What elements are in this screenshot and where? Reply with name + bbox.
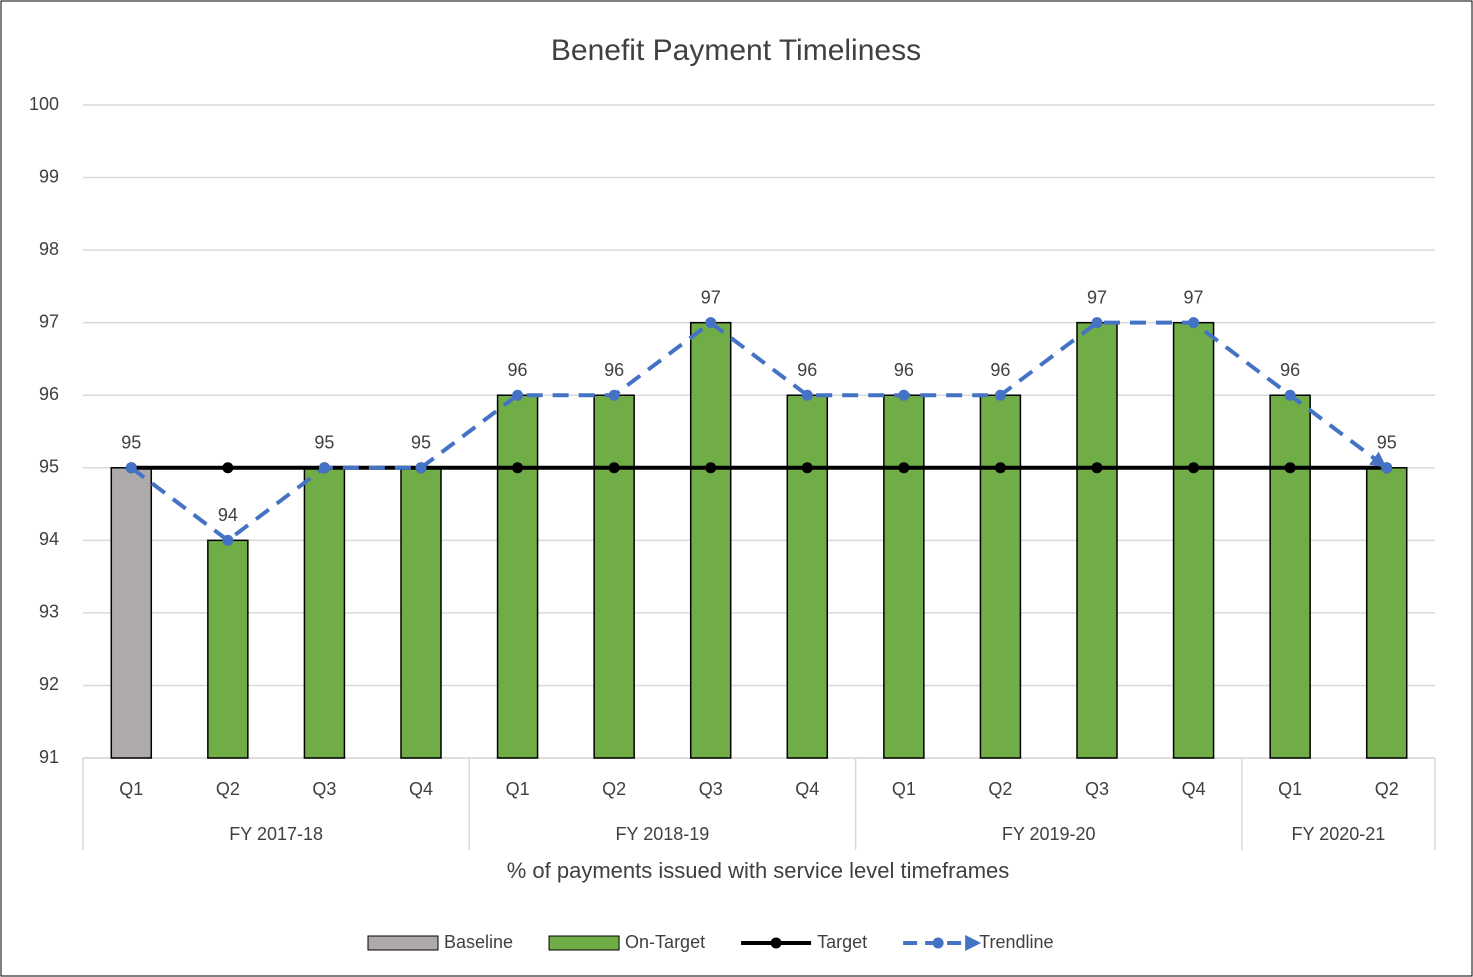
- x-tick-label: Q4: [409, 779, 433, 799]
- data-label: 95: [411, 433, 431, 453]
- line-marker: [1188, 462, 1200, 474]
- y-tick-label: 94: [39, 529, 59, 549]
- line-marker: [125, 462, 137, 474]
- line-marker: [608, 462, 620, 474]
- x-tick-label: Q1: [506, 779, 530, 799]
- bar: [1269, 394, 1311, 759]
- line-marker: [1091, 462, 1103, 474]
- data-label: 96: [1280, 360, 1300, 380]
- data-label: 94: [218, 505, 238, 525]
- x-tick-label: Q1: [892, 779, 916, 799]
- data-label: 95: [121, 433, 141, 453]
- line-marker: [318, 462, 330, 474]
- x-tick-label: Q2: [1375, 779, 1399, 799]
- legend-swatch: [548, 935, 620, 951]
- line-marker: [705, 462, 717, 474]
- bar: [786, 394, 829, 759]
- data-label: 97: [1184, 287, 1204, 307]
- bar: [1076, 321, 1118, 759]
- x-tick-label: Q4: [1182, 779, 1206, 799]
- bar: [110, 467, 153, 759]
- y-tick-label: 91: [39, 747, 59, 767]
- data-label: 96: [894, 360, 914, 380]
- line-marker: [1091, 317, 1103, 329]
- group-label: FY 2017-18: [229, 824, 323, 844]
- bar: [496, 394, 539, 759]
- legend-item: Target: [741, 932, 867, 952]
- y-tick-label: 92: [39, 674, 59, 694]
- y-tick-label: 96: [39, 384, 59, 404]
- data-label: 97: [1087, 287, 1107, 307]
- line-marker: [994, 389, 1006, 401]
- data-label: 96: [990, 360, 1010, 380]
- x-tick-label: Q3: [699, 779, 723, 799]
- x-tick-label: Q2: [602, 779, 626, 799]
- group-label: FY 2019-20: [1002, 824, 1096, 844]
- line-marker: [705, 317, 717, 329]
- y-tick-label: 99: [39, 166, 59, 186]
- group-label: FY 2018-19: [616, 824, 710, 844]
- bar: [979, 394, 1022, 759]
- x-tick-label: Q4: [795, 779, 819, 799]
- x-tick-label: Q2: [216, 779, 240, 799]
- legend-item: Trendline: [903, 932, 1054, 952]
- data-label: 96: [604, 360, 624, 380]
- line-marker: [994, 462, 1006, 474]
- bar: [689, 321, 732, 759]
- bar: [593, 394, 635, 759]
- line-marker: [898, 389, 910, 401]
- y-tick-label: 95: [39, 457, 59, 477]
- bar: [1365, 467, 1408, 759]
- legend-label: Baseline: [444, 932, 513, 952]
- line-marker: [1188, 317, 1200, 329]
- bar: [1172, 321, 1215, 759]
- legend-swatch: [367, 935, 439, 951]
- line-arrow: [1369, 451, 1387, 468]
- x-tick-label: Q3: [312, 779, 336, 799]
- data-label: 96: [508, 360, 528, 380]
- line-marker: [801, 462, 813, 474]
- data-label: 95: [1377, 433, 1397, 453]
- x-tick-label: Q3: [1085, 779, 1109, 799]
- legend-label: Target: [817, 932, 867, 952]
- x-tick-label: Q1: [119, 779, 143, 799]
- line-marker: [512, 462, 524, 474]
- line-marker: [415, 462, 427, 474]
- group-label: FY 2020-21: [1292, 824, 1386, 844]
- data-label: 95: [314, 433, 334, 453]
- y-tick-label: 93: [39, 602, 59, 622]
- bar: [207, 539, 249, 759]
- bar: [303, 467, 346, 759]
- line-marker: [1284, 389, 1296, 401]
- legend-label: Trendline: [979, 932, 1053, 952]
- legend-arrow: [965, 935, 982, 951]
- legend-label: On-Target: [625, 932, 705, 952]
- line-marker: [608, 389, 620, 401]
- x-tick-label: Q1: [1278, 779, 1302, 799]
- line-marker: [801, 389, 813, 401]
- y-tick-label: 97: [39, 311, 59, 331]
- bar: [883, 394, 925, 759]
- legend-marker: [770, 937, 782, 949]
- line-marker: [898, 462, 910, 474]
- line-marker: [1284, 462, 1296, 474]
- y-tick-label: 100: [29, 94, 59, 114]
- legend-item: Baseline: [367, 932, 513, 952]
- bar: [400, 467, 442, 759]
- line-marker: [222, 534, 234, 546]
- legend-marker: [932, 937, 944, 949]
- x-tick-label: Q2: [988, 779, 1012, 799]
- data-label: 97: [701, 287, 721, 307]
- legend-item: On-Target: [548, 932, 705, 952]
- x-axis-label: % of payments issued with service level …: [507, 858, 1010, 883]
- y-tick-label: 98: [39, 239, 59, 259]
- line-marker: [512, 389, 524, 401]
- chart-title: Benefit Payment Timeliness: [551, 34, 921, 67]
- line-series: [130, 320, 1388, 543]
- line-marker: [222, 462, 234, 474]
- data-label: 96: [797, 360, 817, 380]
